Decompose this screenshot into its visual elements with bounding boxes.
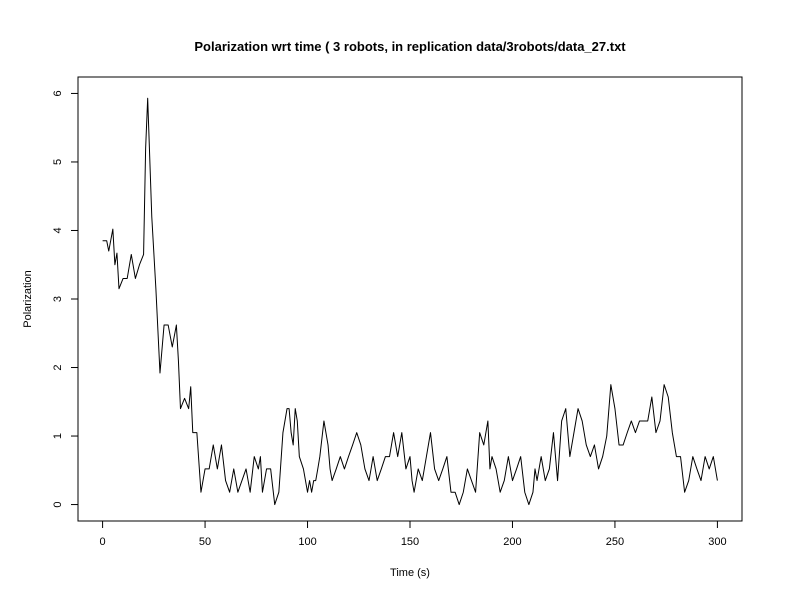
x-tick-label: 50: [199, 536, 211, 548]
x-tick-label: 250: [606, 536, 624, 548]
x-tick-label: 0: [100, 536, 106, 548]
x-tick-label: 300: [708, 536, 726, 548]
y-tick-label: 1: [52, 433, 64, 439]
x-axis-label: Time (s): [390, 567, 430, 579]
x-tick-label: 150: [401, 536, 419, 548]
y-tick-label: 5: [52, 159, 64, 165]
y-tick-label: 6: [52, 90, 64, 96]
plot-frame: [77, 76, 743, 522]
y-tick-label: 3: [52, 296, 64, 302]
series-layer: [102, 97, 718, 506]
y-tick-label: 4: [52, 227, 64, 233]
x-tick-label: 100: [298, 536, 316, 548]
y-tick-label: 0: [52, 501, 64, 507]
y-axis-label: Polarization: [22, 270, 34, 327]
x-tick-label: 200: [503, 536, 521, 548]
series-line: [102, 97, 718, 506]
y-axis: 0 1 2 3 4 5 6: [52, 90, 79, 508]
y-tick-label: 2: [52, 364, 64, 370]
x-axis: 0 50 100 150 200 250 300: [100, 520, 727, 548]
chart-title: Polarization wrt time ( 3 robots, in rep…: [194, 39, 626, 54]
